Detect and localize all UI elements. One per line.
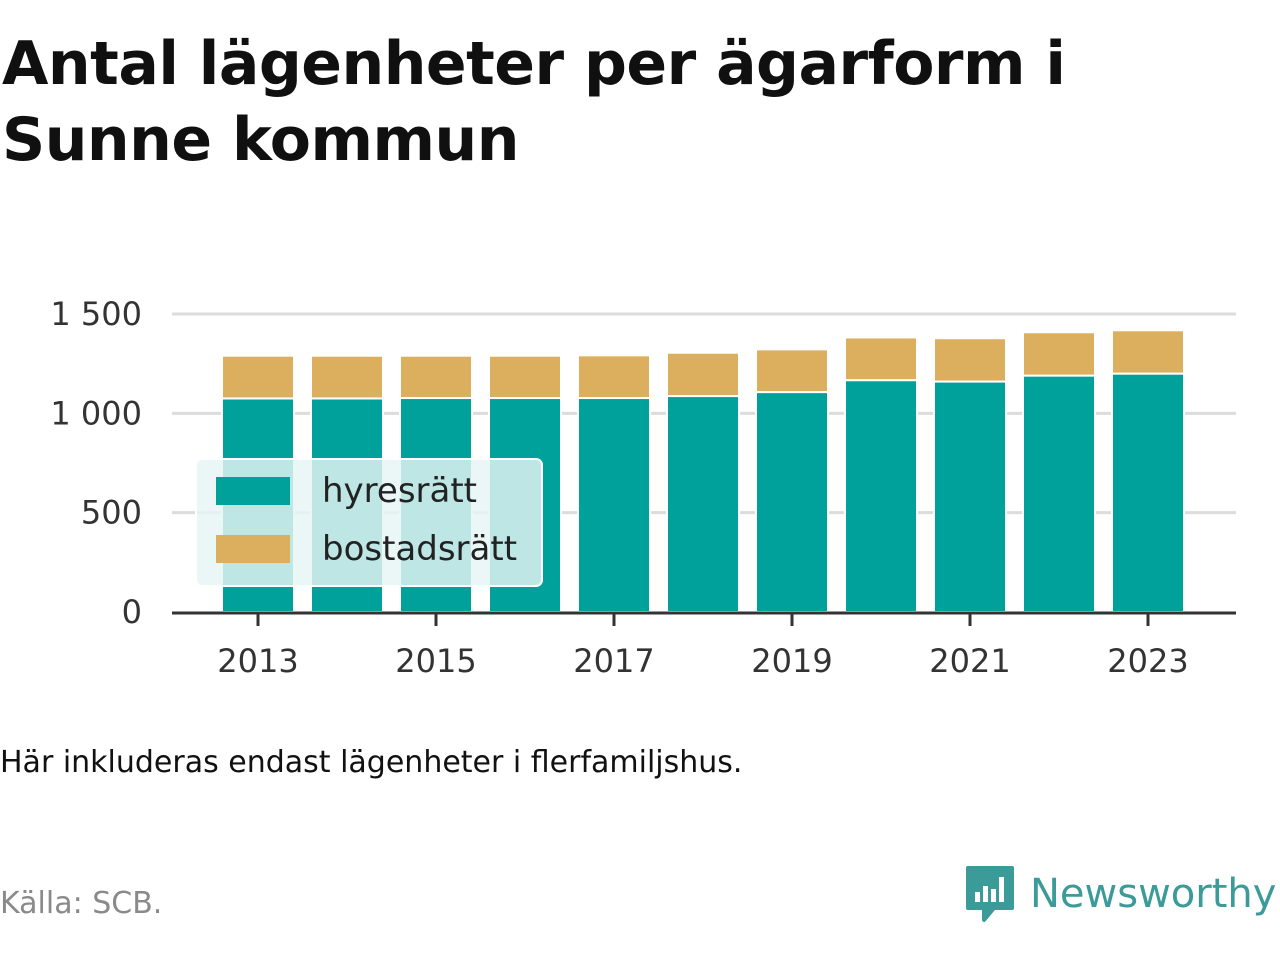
legend-label: hyresrätt	[322, 471, 477, 511]
bar-hyresratt	[666, 395, 740, 614]
y-tick-label: 1 500	[50, 295, 142, 333]
bar-bostadsratt	[844, 336, 918, 382]
bar-hyresratt	[1022, 374, 1096, 613]
newsworthy-logo-icon	[966, 866, 1014, 922]
y-tick-label: 0	[122, 593, 142, 631]
axes: 0 500 1 000 1 500 2013 2015 2017 2019 2021 2023	[50, 295, 1236, 680]
bar-bostadsratt	[488, 354, 562, 400]
bar-bostadsratt	[666, 351, 740, 398]
x-tick-label: 2019	[751, 642, 832, 680]
stacked-bar-chart: 0 500 1 000 1 500 2013 2015 2017 2019 2021 2023 h…	[50, 295, 1236, 680]
bar-bostadsratt	[221, 354, 295, 400]
x-tick-label: 2021	[929, 642, 1010, 680]
legend-swatch	[216, 535, 290, 563]
x-tick-label: 2017	[573, 642, 654, 680]
legend-label: bostadsrätt	[322, 529, 517, 569]
x-tick-label: 2023	[1107, 642, 1188, 680]
bar-bostadsratt	[577, 354, 651, 400]
brand-name: Newsworthy	[1030, 871, 1277, 917]
brand-logo: Newsworthy	[964, 862, 1276, 926]
x-tick-label: 2015	[395, 642, 476, 680]
bar-hyresratt	[933, 380, 1007, 613]
bar-bostadsratt	[1111, 329, 1185, 375]
source-label: Källa: SCB.	[0, 886, 163, 921]
bar-hyresratt	[577, 397, 651, 614]
bar-hyresratt	[844, 379, 918, 613]
legend-swatch	[216, 477, 290, 505]
legend: hyresrätt bostadsrätt	[195, 458, 543, 587]
y-tick-label: 500	[81, 494, 142, 532]
bar-bostadsratt	[399, 354, 473, 400]
x-tick-label: 2013	[217, 642, 298, 680]
chart-note: Här inkluderas endast lägenheter i flerf…	[0, 745, 743, 780]
bar-bostadsratt	[755, 348, 829, 394]
bar-hyresratt	[755, 391, 829, 613]
bar-bostadsratt	[310, 354, 384, 400]
chart-title: Antal lägenheter per ägarform i Sunne ko…	[2, 29, 1066, 175]
bar-hyresratt	[1111, 372, 1185, 613]
bar-bostadsratt	[1022, 331, 1096, 377]
bar-bostadsratt	[933, 337, 1007, 383]
y-tick-label: 1 000	[50, 394, 142, 432]
